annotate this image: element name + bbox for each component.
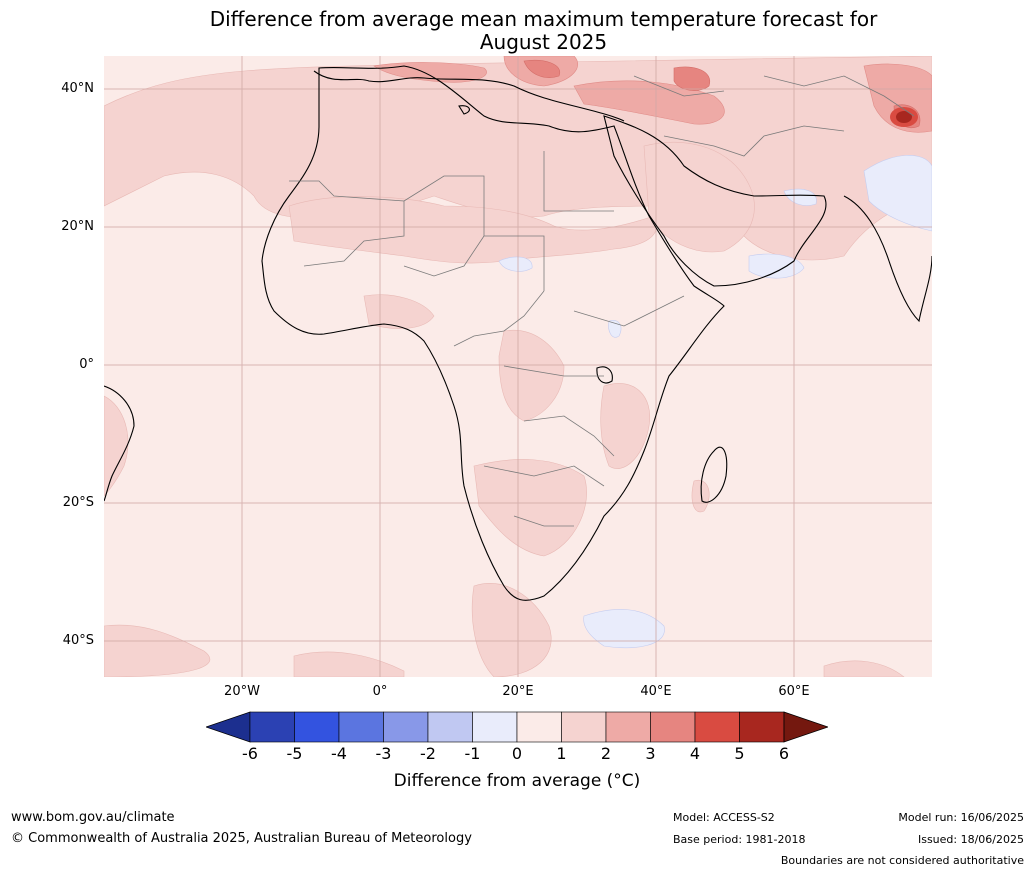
footer-issued: Issued: 18/06/2025 [917, 833, 1024, 846]
footer-disclaimer: Boundaries are not considered authoritat… [780, 854, 1024, 867]
colorbar-tick-label: 5 [734, 744, 745, 763]
lat-label-20s: 20°S [62, 495, 94, 510]
colorbar-bin [739, 711, 785, 743]
colorbar-bin [338, 711, 384, 743]
colorbar-bin [383, 711, 429, 743]
title-line-2: August 2025 [479, 30, 608, 54]
colorbar-tick-label: -4 [331, 744, 347, 763]
footer-copyright: © Commonwealth of Australia 2025, Austra… [11, 831, 472, 846]
footer-model-run: Model run: 16/06/2025 [898, 811, 1024, 824]
footer-base-period: Base period: 1981-2018 [673, 833, 806, 846]
lon-label-20w: 20°W [224, 684, 260, 699]
colorbar-tick-label: 0 [511, 744, 523, 763]
lon-label-60e: 60°E [778, 684, 810, 699]
graticule [104, 56, 932, 677]
colorbar-bin [694, 711, 740, 743]
colorbar-bin [427, 711, 473, 743]
colorbar [206, 711, 828, 743]
lat-label-40n: 40°N [61, 81, 94, 96]
colorbar-bin [249, 711, 295, 743]
country-borders [289, 75, 915, 527]
footer-model: Model: ACCESS-S2 [673, 811, 775, 824]
colorbar-tick-label: -5 [286, 744, 303, 763]
chart-title: Difference from average mean maximum tem… [0, 8, 1035, 54]
colorbar-bin [561, 711, 607, 743]
colorbar-tick-label: 3 [645, 744, 656, 763]
colorbar-bin [294, 711, 340, 743]
colorbar-bin [605, 711, 651, 743]
colorbar-tick-label: 6 [778, 744, 790, 763]
colorbar-tick-label: 4 [689, 744, 701, 763]
lon-label-20e: 20°E [502, 684, 534, 699]
colorbar-bin [472, 711, 518, 743]
hotspot-himalaya [890, 107, 918, 127]
lat-label-0: 0° [79, 357, 94, 372]
map-panel [104, 56, 932, 677]
colorbar-extend-low [206, 711, 251, 743]
colorbar-tick-label: -3 [375, 744, 392, 763]
colorbar-tick-label: 1 [556, 744, 567, 763]
colorbar-tick-label: -1 [464, 744, 481, 763]
colorbar-extend-high [783, 711, 828, 743]
lon-label-40e: 40°E [640, 684, 672, 699]
footer-website: www.bom.gov.au/climate [11, 810, 175, 825]
colorbar-bin [650, 711, 696, 743]
colorbar-tick-label: -2 [420, 744, 436, 763]
lat-label-40s: 40°S [62, 633, 94, 648]
title-line-1: Difference from average mean maximum tem… [209, 7, 878, 31]
colorbar-title: Difference from average (°C) [393, 771, 641, 791]
colorbar-bin [516, 711, 562, 743]
anomaly-cool-regions [498, 155, 932, 649]
lat-label-20n: 20°N [61, 219, 94, 234]
colorbar-tick-label: -6 [242, 744, 258, 763]
lon-label-0: 0° [372, 684, 388, 699]
colorbar-tick-label: 2 [600, 744, 612, 763]
coastlines [104, 65, 932, 601]
